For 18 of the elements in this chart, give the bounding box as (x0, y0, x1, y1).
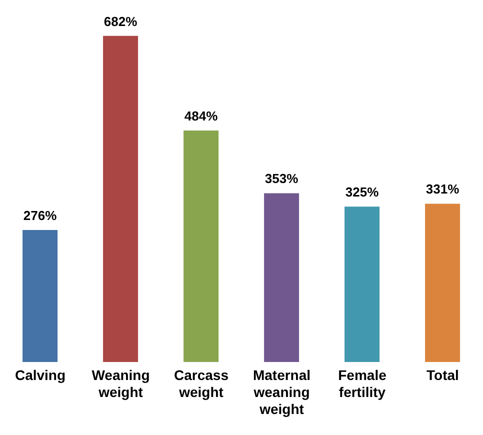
data-label: 276% (23, 208, 58, 224)
x-tick-label: Calving (14, 367, 66, 383)
x-tick-label: Female fertility (338, 367, 387, 400)
x-tick-label: Total (426, 367, 459, 383)
data-label: 325% (345, 184, 380, 200)
x-tick-label: Maternal weaning weight (252, 367, 311, 417)
data-label: 682% (104, 14, 138, 29)
bar (22, 230, 58, 362)
bar (264, 193, 300, 362)
bar (344, 206, 380, 362)
bar (184, 130, 219, 362)
data-label: 331% (426, 182, 460, 197)
data-label: 484% (184, 108, 218, 124)
x-tick-label: Carcass weight (174, 367, 229, 400)
x-tick-label: Weaning weight (92, 367, 150, 400)
bar (103, 36, 138, 362)
bar (425, 204, 460, 362)
data-label: 353% (264, 171, 299, 186)
